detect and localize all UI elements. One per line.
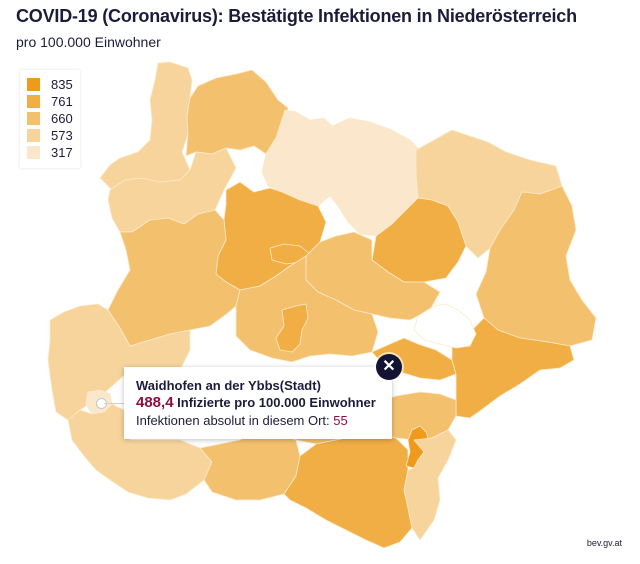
tooltip-connector <box>104 403 124 404</box>
legend-label: 761 <box>51 94 73 109</box>
legend-swatch <box>27 95 40 108</box>
legend-label: 317 <box>51 145 73 160</box>
legend-swatch <box>27 146 40 159</box>
legend-swatch <box>27 112 40 125</box>
legend-swatch <box>27 78 40 91</box>
tooltip-close-button[interactable]: ✕ <box>376 354 402 380</box>
source-credit: bev.gv.at <box>586 538 622 548</box>
close-icon: ✕ <box>382 358 396 375</box>
tooltip-rate-value: 488,4 <box>136 394 174 411</box>
legend-swatch <box>27 129 40 142</box>
region-amstetten[interactable] <box>47 303 191 421</box>
tooltip-absolute-value: 55 <box>333 413 348 428</box>
region-neunkirchen[interactable] <box>403 429 457 541</box>
legend-label: 573 <box>51 128 73 143</box>
tooltip-rate: 488,4 Infizierte pro 100.000 Einwohner <box>136 394 392 412</box>
region-wr-neustadt-land[interactable] <box>283 433 413 549</box>
tooltip-rate-label: Infizierte pro 100.000 Einwohner <box>177 395 376 410</box>
legend-item: 660 <box>26 110 74 127</box>
region-gmuend[interactable] <box>99 61 193 191</box>
legend: 835 761 660 573 317 <box>20 70 80 168</box>
vienna-area <box>413 303 477 349</box>
legend-label: 660 <box>51 111 73 126</box>
legend-item: 317 <box>26 144 74 161</box>
legend-item: 573 <box>26 127 74 144</box>
tooltip-absolute-label: Infektionen absolut in diesem Ort: <box>136 413 330 428</box>
tooltip-absolute: Infektionen absolut in diesem Ort: 55 <box>136 412 392 429</box>
legend-item: 761 <box>26 93 74 110</box>
region-tooltip: Waidhofen an der Ybbs(Stadt) 488,4 Infiz… <box>124 367 392 439</box>
page-subtitle: pro 100.000 Einwohner <box>16 34 161 50</box>
page-title: COVID-19 (Coronavirus): Bestätigte Infek… <box>16 6 577 26</box>
tooltip-region-name: Waidhofen an der Ybbs(Stadt) <box>136 378 321 393</box>
region-zwettl[interactable] <box>185 69 289 157</box>
region-lilienfeld[interactable] <box>199 429 301 501</box>
legend-label: 835 <box>51 77 73 92</box>
legend-item: 835 <box>26 76 74 93</box>
region-stpoelten-stadt[interactable] <box>275 303 309 353</box>
